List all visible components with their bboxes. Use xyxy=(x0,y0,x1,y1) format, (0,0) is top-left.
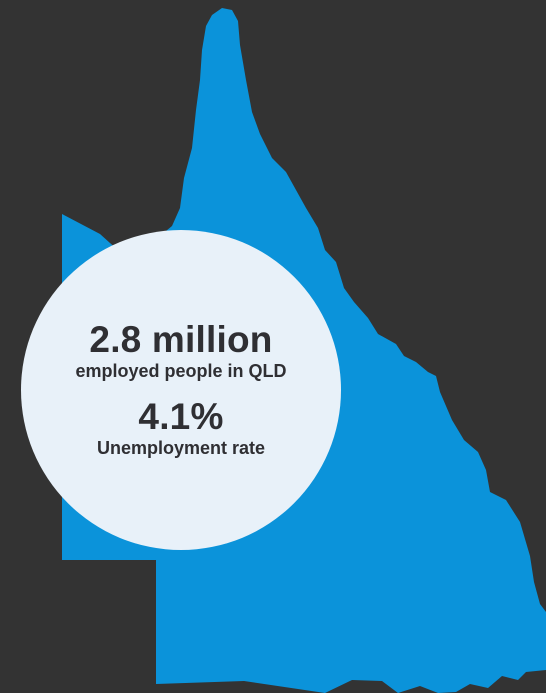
unemployment-rate-value: 4.1% xyxy=(138,396,224,437)
employment-stat: 2.8 million employed people in QLD xyxy=(75,318,287,382)
unemployment-stat: 4.1% Unemployment rate xyxy=(96,396,266,459)
stats-circle: 2.8 million employed people in QLD 4.1% … xyxy=(21,230,341,550)
unemployment-rate-label: Unemployment rate xyxy=(96,437,266,458)
employed-count-label: employed people in QLD xyxy=(75,360,287,381)
employed-count-value: 2.8 million xyxy=(89,318,273,360)
